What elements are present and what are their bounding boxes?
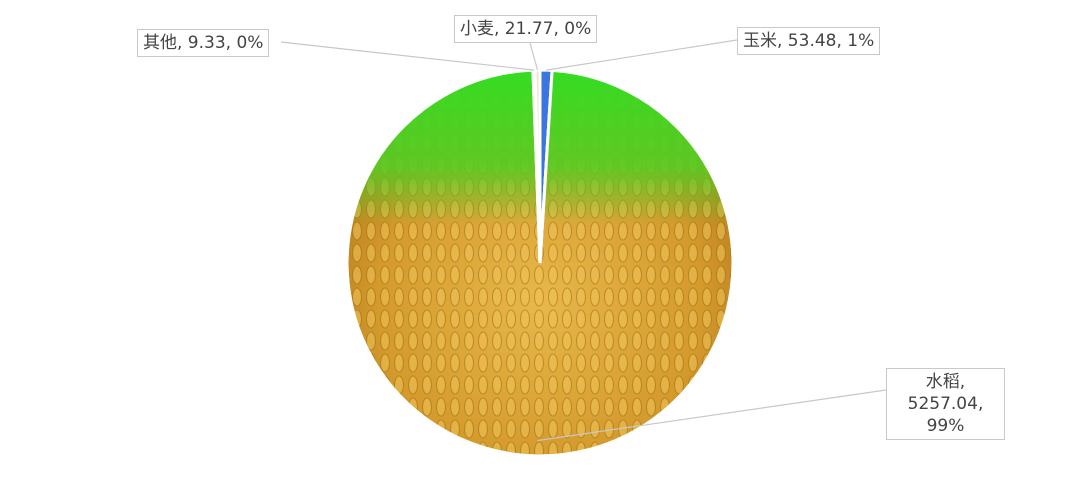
label-rice-percent: 99% — [926, 416, 965, 436]
label-rice-value: 5257.04, — [907, 394, 984, 414]
leader-line — [280, 41, 535, 71]
pie-slice-rice-leaves — [345, 68, 735, 458]
label-other: 其他, 9.33, 0% — [137, 29, 270, 57]
label-corn: 玉米, 53.48, 1% — [737, 27, 881, 55]
label-rice-name: 水稻, — [925, 372, 966, 392]
label-rice: 水稻, 5257.04, 99% — [886, 368, 1005, 440]
leader-line — [529, 42, 539, 71]
leader-line — [537, 389, 887, 442]
leader-line — [545, 39, 738, 71]
label-wheat: 小麦, 21.77, 0% — [454, 15, 598, 43]
